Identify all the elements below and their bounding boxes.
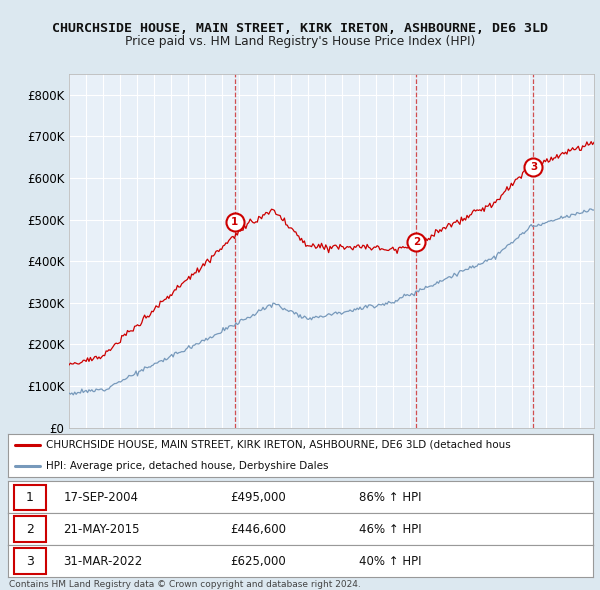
Bar <box>14 484 46 510</box>
Text: HPI: Average price, detached house, Derbyshire Dales: HPI: Average price, detached house, Derb… <box>46 461 328 471</box>
Text: 21-MAY-2015: 21-MAY-2015 <box>64 523 140 536</box>
Text: 3: 3 <box>26 555 34 568</box>
Text: 3: 3 <box>530 162 537 172</box>
Bar <box>14 516 46 542</box>
Text: 1: 1 <box>231 217 238 227</box>
Text: 1: 1 <box>26 491 34 504</box>
Text: £495,000: £495,000 <box>230 491 286 504</box>
Text: 86% ↑ HPI: 86% ↑ HPI <box>359 491 421 504</box>
Text: 17-SEP-2004: 17-SEP-2004 <box>64 491 139 504</box>
Text: 31-MAR-2022: 31-MAR-2022 <box>64 555 143 568</box>
Text: 2: 2 <box>413 237 420 247</box>
Text: £625,000: £625,000 <box>230 555 286 568</box>
Text: 2: 2 <box>26 523 34 536</box>
Text: 46% ↑ HPI: 46% ↑ HPI <box>359 523 421 536</box>
Bar <box>14 548 46 574</box>
Text: CHURCHSIDE HOUSE, MAIN STREET, KIRK IRETON, ASHBOURNE, DE6 3LD: CHURCHSIDE HOUSE, MAIN STREET, KIRK IRET… <box>52 22 548 35</box>
Text: Price paid vs. HM Land Registry's House Price Index (HPI): Price paid vs. HM Land Registry's House … <box>125 35 475 48</box>
Text: 40% ↑ HPI: 40% ↑ HPI <box>359 555 421 568</box>
Text: £446,600: £446,600 <box>230 523 286 536</box>
Text: CHURCHSIDE HOUSE, MAIN STREET, KIRK IRETON, ASHBOURNE, DE6 3LD (detached hous: CHURCHSIDE HOUSE, MAIN STREET, KIRK IRET… <box>46 440 511 450</box>
Text: Contains HM Land Registry data © Crown copyright and database right 2024.: Contains HM Land Registry data © Crown c… <box>9 580 361 589</box>
